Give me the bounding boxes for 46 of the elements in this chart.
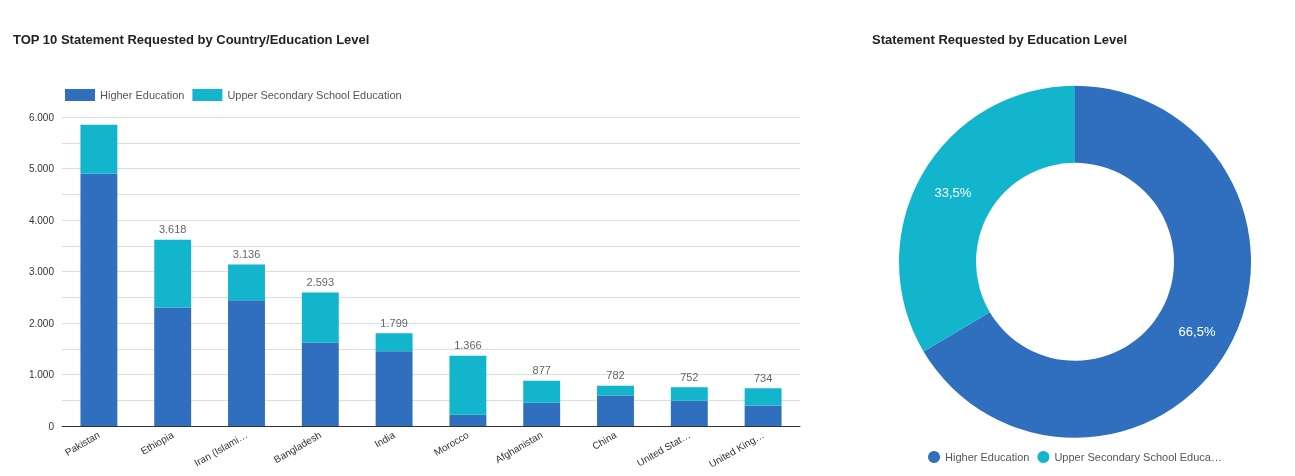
y-tick-label: 4.000 [28,214,55,226]
chart-title: Statement Requested by Education Level [872,32,1128,47]
bar [597,385,634,396]
total-label: 752 [680,370,699,383]
bar [80,124,118,174]
legend-label: Higher Education [100,89,185,101]
total-label: 1.799 [380,316,408,329]
legend-label: Higher Education [945,451,1030,463]
legend-label: Upper Secondary School Education [227,89,402,101]
bar [449,355,487,415]
bar [228,264,265,301]
bar [523,380,561,403]
total-label: 3.136 [232,248,261,260]
x-tick-label: China [590,429,619,452]
bar [597,395,634,426]
y-tick-label: 6.000 [28,111,55,123]
x-tick-label: India [372,429,398,450]
bar [154,239,192,308]
y-tick-label: 0 [48,420,55,432]
total-label: 877 [532,364,551,377]
bar [228,300,265,426]
total-label: 782 [606,369,625,382]
bar [80,173,118,426]
bar [301,292,339,343]
bar [744,388,782,406]
y-tick-label: 5.000 [28,163,55,174]
y-tick-label: 2.000 [28,317,55,329]
bar [375,351,413,426]
bar [670,387,708,401]
chart-title: TOP 10 Statement Requested by Country/Education Level [13,32,370,47]
data-label: 33,5% [934,184,972,200]
legend-label: Upper Secondary School Educa… [1054,451,1222,463]
bar [744,405,782,426]
bar [523,402,561,426]
y-tick-label: 1.000 [28,369,55,380]
bar [301,342,339,426]
bar [154,307,192,426]
y-tick-label: 3.000 [28,266,55,277]
bar [670,400,708,426]
total-label: 1.366 [454,339,482,352]
total-label: 2.593 [306,275,335,288]
bar [375,333,413,352]
total-label: 3.618 [158,223,187,236]
data-label: 66,5% [1178,323,1216,339]
total-label: 734 [753,371,773,384]
bar [449,414,487,426]
